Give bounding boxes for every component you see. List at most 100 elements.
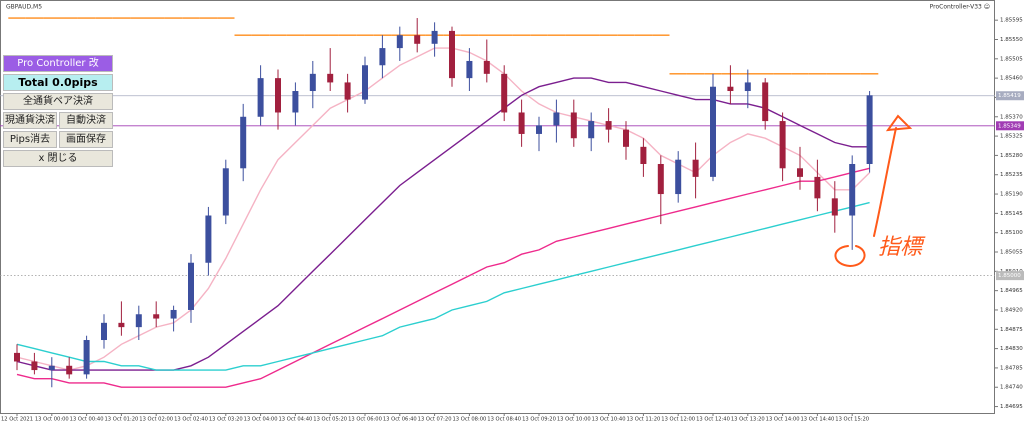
candle-body [657,163,664,195]
y-tick-label: 1.85550 [1000,37,1023,43]
annotation-text: 指標 [878,235,926,260]
ma-line [16,167,870,388]
auto-close-button[interactable]: 自動決済 [59,112,113,129]
x-tick-label: 13 Oct 03:20 [209,417,243,423]
y-tick-label: 1.84920 [1000,307,1023,313]
candle-body [344,82,351,100]
candle-body [431,30,438,44]
y-tick-label: 1.84875 [1000,327,1023,333]
candle-body [779,121,786,169]
y-tick-label: 1.85280 [1000,153,1023,159]
candle-body [553,112,560,126]
candle-body [710,86,716,177]
candle-body [797,168,803,177]
candle-body [849,163,856,216]
candle-body [570,112,577,139]
y-tick-label: 1.84740 [1000,385,1023,391]
y-tick-label: 1.85505 [1000,56,1023,62]
candle-body [588,121,595,139]
y-tick-label: 1.85460 [1000,76,1023,82]
candle-body [396,35,403,49]
candle-body [414,35,421,44]
hand-arrow [873,127,897,237]
ma-line [16,201,870,371]
candle-body [814,176,821,199]
button-row: Pips消去 画面保存 [3,131,113,150]
candle-body [692,159,699,177]
candle-body [170,309,177,319]
x-tick-label: 13 Oct 12:40 [696,417,730,423]
candle-body [292,91,299,113]
candle-body [866,95,873,164]
price-label-box [996,271,1024,281]
y-tick-label: 1.84965 [1000,288,1023,294]
y-tick-label: 1.84695 [1000,404,1023,410]
x-tick-label: 13 Oct 08:40 [487,417,521,423]
close-current-button[interactable]: 現通貨決済 [3,112,57,129]
x-tick-label: 13 Oct 08:00 [452,417,486,423]
candle-body [240,116,247,169]
x-tick-label: 13 Oct 15:20 [835,417,869,423]
symbol-label: GBPAUD,M5 [6,4,42,11]
candle-body [31,361,38,371]
candle-body [831,198,838,216]
close-panel-button[interactable]: x 閉じる [3,150,113,167]
x-tick-label: 13 Oct 00:00 [35,417,69,423]
y-tick-label: 1.85100 [1000,230,1023,236]
x-tick-label: 12 Oct 2021 [1,417,33,423]
candle-body [188,262,194,310]
ma-line [16,47,871,371]
candle-body [222,168,229,216]
control-panel: Pro Controller 改 Total 0.0pips 全通貨ペア決済 現… [3,55,113,169]
candle-body [83,340,90,375]
candle-body [118,322,125,328]
candle-body [466,60,473,79]
x-tick-label: 13 Oct 02:40 [174,417,208,423]
candle-body [501,73,508,113]
x-tick-label: 13 Oct 02:00 [139,417,173,423]
candle-body [14,352,20,362]
x-tick-label: 13 Oct 10:40 [592,417,626,423]
candle-body [327,73,334,83]
x-tick-label: 13 Oct 11:20 [626,417,660,423]
save-screen-button[interactable]: 画面保存 [59,131,113,148]
candle-body [135,314,142,328]
close-all-button[interactable]: 全通貨ペア決済 [3,93,113,110]
hand-circle [834,245,866,268]
candle-body [744,82,751,92]
candle-body [640,146,647,164]
x-tick-label: 13 Oct 01:20 [104,417,138,423]
y-tick-label: 1.85325 [1000,134,1023,140]
y-tick-label: 1.85370 [1000,114,1023,120]
indicator-label: ProController-V33 ☺ [930,4,990,11]
clear-pips-button[interactable]: Pips消去 [3,131,57,148]
candle-body [66,365,73,375]
price-label: 1.85000 [998,273,1021,279]
candle-body [101,322,107,341]
candle-body [205,215,212,263]
x-tick-label: 13 Oct 06:40 [383,417,417,423]
price-label: 1.85419 [998,93,1021,99]
candle-body [727,86,734,92]
x-tick-label: 13 Oct 14:00 [766,417,800,423]
candle-body [257,78,264,117]
price-label: 1.85349 [998,123,1021,129]
x-tick-label: 13 Oct 06:00 [348,417,382,423]
candle-body [362,65,368,100]
y-tick-label: 1.85055 [1000,250,1023,256]
hand-arrowhead [885,114,913,132]
price-label-box [996,91,1024,101]
price-label-box [996,121,1024,131]
marks: 1.855951.855501.855051.854601.854151.853… [0,17,1024,423]
panel-title: Pro Controller 改 [3,55,113,72]
x-tick-label: 13 Oct 04:00 [244,417,278,423]
total-pips: Total 0.0pips [3,74,113,91]
y-tick-label: 1.84785 [1000,365,1023,371]
y-tick-label: 1.84830 [1000,346,1023,352]
x-tick-label: 13 Oct 07:20 [418,417,452,423]
x-tick-label: 13 Oct 09:20 [522,417,556,423]
candle-body [536,125,542,134]
candle-body [449,30,455,79]
candle-body [483,60,490,74]
